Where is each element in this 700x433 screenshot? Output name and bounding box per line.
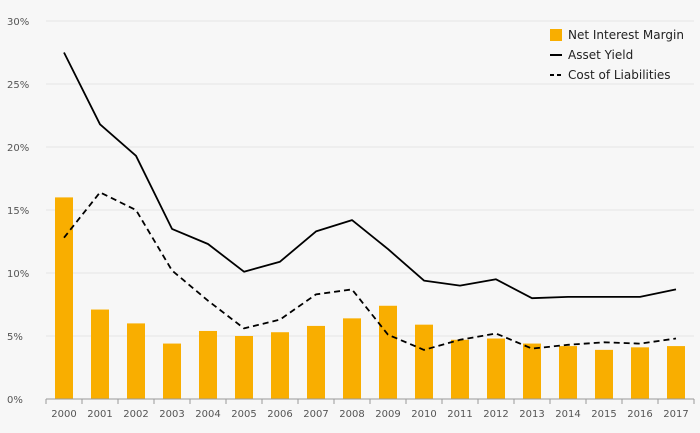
x-tick-label: 2002 xyxy=(123,409,148,420)
x-tick-label: 2015 xyxy=(591,409,616,420)
bar-net-interest-margin-2016 xyxy=(631,347,649,399)
legend-label-cost-of-liabilities: Cost of Liabilities xyxy=(568,68,671,82)
bar-net-interest-margin-2009 xyxy=(379,305,397,399)
y-tick-label: 30% xyxy=(7,17,29,28)
line-asset-yield xyxy=(63,52,677,300)
bar-net-interest-margin-2011 xyxy=(451,339,469,399)
x-tick-label: 2003 xyxy=(159,409,184,420)
x-tick-label: 2008 xyxy=(339,409,364,420)
bar-net-interest-margin-2001 xyxy=(91,309,109,399)
x-tick-label: 2004 xyxy=(195,409,220,420)
bar-series xyxy=(55,197,685,399)
x-tick-label: 2012 xyxy=(483,409,508,420)
x-tick-label: 2016 xyxy=(627,409,652,420)
bar-net-interest-margin-2014 xyxy=(559,346,577,399)
x-tick-label: 2009 xyxy=(375,409,400,420)
bar-net-interest-margin-2013 xyxy=(523,343,541,399)
legend-label-asset-yield: Asset Yield xyxy=(568,48,633,62)
y-axis: 0% 5% 10% 15% 20% 25% 30% xyxy=(7,17,29,406)
bar-net-interest-margin-2017 xyxy=(667,346,685,399)
legend-swatch-net-interest-margin xyxy=(550,29,562,41)
y-tick-label: 5% xyxy=(7,332,23,343)
line-series xyxy=(63,52,677,351)
bar-net-interest-margin-2006 xyxy=(271,332,289,399)
x-tick-label: 2017 xyxy=(663,409,688,420)
bar-net-interest-margin-2003 xyxy=(163,343,181,399)
bar-net-interest-margin-2005 xyxy=(235,336,253,399)
legend-label-net-interest-margin: Net Interest Margin xyxy=(568,28,684,42)
bar-net-interest-margin-2007 xyxy=(307,325,325,399)
x-tick-label: 2007 xyxy=(303,409,328,420)
bar-net-interest-margin-2008 xyxy=(343,318,361,399)
x-tick-label: 2001 xyxy=(87,409,112,420)
x-tick-label: 2000 xyxy=(51,409,76,420)
y-tick-label: 0% xyxy=(7,395,23,406)
bar-net-interest-margin-2010 xyxy=(415,324,433,399)
bar-net-interest-margin-2004 xyxy=(199,330,217,399)
gridlines xyxy=(46,20,694,337)
x-tick-label: 2010 xyxy=(411,409,436,420)
x-tick-label: 2013 xyxy=(519,409,544,420)
x-tick-label: 2014 xyxy=(555,409,580,420)
x-tick-label: 2006 xyxy=(267,409,292,420)
y-tick-label: 25% xyxy=(7,80,29,91)
bar-net-interest-margin-2015 xyxy=(595,349,613,399)
bar-net-interest-margin-2012 xyxy=(487,338,505,399)
x-axis: 2000 2001 2002 2003 2004 2005 2006 2007 2008 2009… xyxy=(45,399,695,420)
x-tick-label: 2011 xyxy=(447,409,472,420)
y-tick-label: 15% xyxy=(7,206,29,217)
bar-net-interest-margin-2002 xyxy=(127,323,145,399)
line-cost-of-liabilities xyxy=(63,191,677,351)
y-tick-label: 10% xyxy=(7,269,29,280)
bar-net-interest-margin-2000 xyxy=(55,197,73,399)
y-tick-label: 20% xyxy=(7,143,29,154)
legend: Net Interest Margin Asset Yield Cost of … xyxy=(550,28,684,82)
x-tick-label: 2005 xyxy=(231,409,256,420)
